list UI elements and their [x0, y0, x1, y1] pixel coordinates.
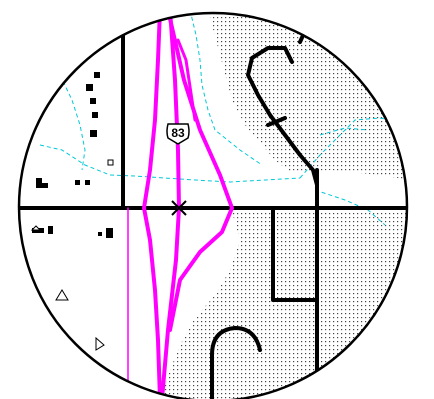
building-square-icon [98, 232, 102, 236]
building-square-icon [75, 180, 80, 185]
stream-west [39, 144, 301, 183]
road-south-curve [210, 326, 262, 399]
building-square-icon [106, 228, 113, 238]
stream-southeast [314, 189, 386, 226]
highways [127, 13, 234, 399]
highway-west-lane [142, 13, 162, 399]
landmarks [30, 225, 105, 351]
building-square-icon [48, 226, 53, 234]
stream-north [189, 13, 263, 166]
triangle-landmark-icon [30, 225, 42, 231]
highway-east-lane [166, 13, 234, 332]
interchange-x-icon [171, 200, 187, 216]
road-northeast-curve [246, 46, 319, 187]
stream-east-2 [319, 127, 369, 136]
route-shield-label: 83 [171, 126, 185, 140]
building-square-icon [85, 180, 90, 185]
building-square-icon [107, 159, 114, 166]
us-route-shield-icon: 83 [166, 123, 190, 145]
building-square-icon [92, 112, 98, 118]
building-square-icon [90, 98, 96, 104]
road-rectangle [271, 206, 319, 302]
map-circle-frame [17, 11, 409, 399]
streams [39, 13, 401, 226]
building-square-icon [90, 130, 97, 137]
stream-northwest [59, 74, 86, 171]
highway-ramp [176, 38, 197, 122]
building-square-icon [94, 72, 100, 78]
triangle-landmark-icon [55, 289, 69, 301]
road-northeast-spur [266, 116, 287, 127]
building-square-icon [36, 178, 48, 188]
triangle-landmark-icon [95, 336, 105, 351]
stream-east [299, 117, 401, 179]
building-square-icon [86, 84, 93, 91]
